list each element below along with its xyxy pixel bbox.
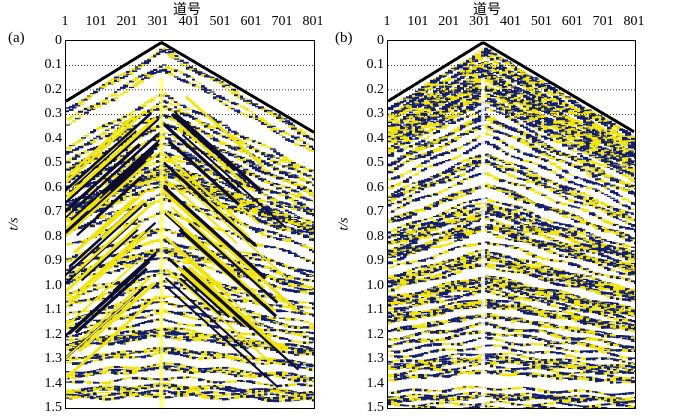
time-axis-title: t/s [336, 217, 352, 231]
time-tick-label: 0.6 [44, 179, 63, 195]
trace-axis-title: 道号 [473, 2, 501, 18]
time-tick-label: 0.5 [44, 155, 63, 171]
trace-tick-label: 201 [438, 14, 460, 29]
time-tick-label: 1.1 [366, 302, 385, 318]
trace-axis-title: 道号 [173, 2, 201, 18]
time-tick-label: 1.4 [366, 375, 385, 391]
time-tick-label: 0.8 [366, 228, 385, 244]
time-tick-label: 0.9 [44, 253, 63, 269]
time-tick-label: 0 [55, 33, 62, 48]
trace-tick-label: 201 [116, 14, 138, 29]
time-tick-label: 1.3 [44, 351, 63, 367]
time-tick-label: 0.4 [366, 130, 385, 146]
trace-tick-label: 701 [271, 14, 293, 29]
seismic-section [387, 40, 636, 409]
trace-tick-label: 1 [61, 14, 69, 29]
time-tick-label: 1.0 [44, 277, 63, 293]
trace-tick-label: 1 [383, 14, 391, 29]
time-tick-label: 1.3 [366, 351, 385, 367]
trace-tick-label: 501 [530, 14, 552, 29]
time-tick-label: 1.5 [366, 400, 385, 415]
panel-b: (b) 道号 1 101 201 301 401 501 601 701 801 0 0.1 0.2… [335, 0, 700, 420]
source-stripe [159, 77, 164, 408]
seismic-reflections [388, 47, 635, 408]
trace-tick-label: 401 [178, 14, 200, 29]
time-tick-label: 1.2 [366, 326, 385, 342]
time-tick-label: 1.4 [44, 375, 63, 391]
panel-label: (a) [8, 30, 25, 46]
trace-tick-label: 501 [209, 14, 231, 29]
trace-tick-label: 701 [592, 14, 614, 29]
panel-a: (a) 道号 1 101 201 301 401 501 601 701 801 0 0.1 0.2… [6, 2, 324, 415]
time-tick-label: 1.0 [366, 277, 385, 293]
seismic-image [388, 41, 635, 408]
time-axis-title: t/s [6, 217, 22, 231]
seismic-image [66, 41, 314, 408]
seismic-reflections [66, 47, 314, 408]
trace-tick-label: 101 [85, 14, 107, 29]
time-tick-label: 1.1 [44, 302, 63, 318]
time-tick-label: 0.5 [366, 155, 385, 171]
time-tick-label: 0.7 [366, 204, 385, 220]
trace-tick-label: 801 [623, 14, 645, 29]
time-tick-label: 1.5 [44, 400, 63, 415]
panel-label: (b) [335, 30, 353, 46]
trace-tick-label: 801 [302, 14, 324, 29]
time-tick-label: 0.8 [44, 228, 63, 244]
time-tick-label: 0 [377, 33, 384, 48]
trace-tick-label: 301 [147, 14, 169, 29]
time-tick-label: 0.4 [44, 130, 63, 146]
trace-tick-label: 601 [240, 14, 262, 29]
source-stripe [481, 77, 486, 408]
time-tick-label: 0.7 [44, 204, 63, 220]
time-tick-label: 0.3 [366, 106, 385, 122]
time-tick-label: 0.6 [366, 179, 385, 195]
time-tick-label: 0.2 [44, 81, 63, 97]
trace-tick-label: 301 [469, 14, 491, 29]
first-break [66, 41, 314, 134]
trace-tick-label: 401 [500, 14, 521, 29]
time-tick-label: 0.9 [366, 253, 385, 269]
first-break [388, 41, 635, 134]
time-tick-label: 0.1 [44, 57, 63, 73]
seismic-section [65, 40, 315, 409]
time-tick-label: 1.2 [44, 326, 63, 342]
trace-tick-label: 601 [561, 14, 583, 29]
time-tick-label: 0.1 [366, 57, 385, 73]
time-tick-label: 0.2 [366, 81, 385, 97]
time-tick-label: 0.3 [44, 106, 63, 122]
trace-tick-label: 101 [407, 14, 429, 29]
